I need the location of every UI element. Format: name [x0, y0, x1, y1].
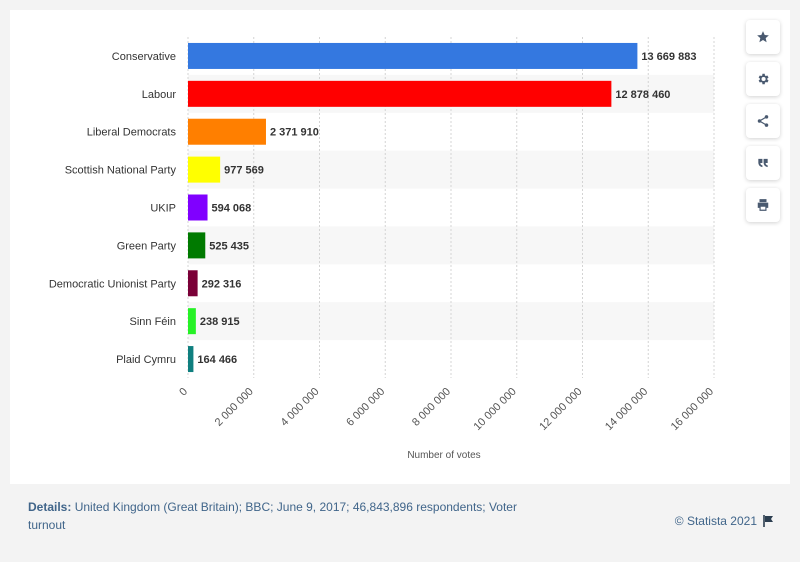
cite-button[interactable]	[746, 146, 780, 180]
chart-card: Conservative 13 669 883 Labour 12 878 460 Li…	[10, 10, 790, 484]
bar	[188, 42, 638, 69]
share-button[interactable]	[746, 104, 780, 138]
tick-label: 0	[177, 386, 190, 399]
bar-chart: Conservative 13 669 883 Labour 12 878 460 Li…	[49, 37, 716, 461]
category-label: Democratic Unionist Party	[49, 278, 177, 290]
category-label: Liberal Democrats	[87, 127, 177, 139]
tick-label: 8 000 000	[410, 386, 453, 429]
credit-text: © Statista 2021	[674, 514, 757, 528]
tick-label: 12 000 000	[537, 386, 584, 433]
bar	[188, 232, 206, 259]
print-button[interactable]	[746, 188, 780, 222]
details-text: United Kingdom (Great Britain); BBC; Jun…	[28, 500, 517, 532]
bar	[188, 346, 194, 373]
tick-label: 10 000 000	[471, 386, 518, 433]
flag-icon	[763, 515, 773, 527]
details-label: Details:	[28, 500, 72, 514]
bar	[188, 308, 196, 335]
bar	[188, 156, 221, 183]
tick-label: 4 000 000	[279, 386, 322, 429]
data-label: 525 435	[209, 240, 249, 252]
bar	[188, 118, 266, 145]
star-icon	[757, 31, 769, 43]
category-label: Plaid Cymru	[116, 354, 176, 366]
category-label: Green Party	[117, 240, 177, 252]
print-icon	[757, 199, 769, 211]
data-label: 977 569	[224, 165, 264, 177]
data-label: 12 878 460	[615, 89, 670, 101]
favorite-button[interactable]	[746, 20, 780, 54]
data-label: 13 669 883	[641, 51, 696, 63]
tick-label: 6 000 000	[344, 386, 387, 429]
bar	[188, 270, 198, 297]
category-label: UKIP	[150, 203, 176, 215]
data-label: 164 466	[197, 354, 237, 366]
share-icon	[757, 115, 769, 127]
bar	[188, 194, 208, 221]
settings-button[interactable]	[746, 62, 780, 96]
quote-icon	[758, 158, 768, 168]
category-label: Conservative	[112, 51, 176, 63]
data-label: 594 068	[212, 203, 252, 215]
statista-credit[interactable]: © Statista 2021	[675, 514, 774, 528]
category-label: Labour	[142, 89, 177, 101]
data-label: 292 316	[202, 278, 242, 290]
bar	[188, 80, 612, 107]
data-label: 2 371 910	[270, 127, 319, 139]
tick-label: 14 000 000	[603, 386, 650, 433]
source-details: Details: United Kingdom (Great Britain);…	[28, 498, 548, 534]
category-label: Scottish National Party	[65, 165, 177, 177]
tick-label: 16 000 000	[669, 386, 716, 433]
gear-icon	[758, 73, 769, 85]
tick-label: 2 000 000	[213, 386, 256, 429]
category-label: Sinn Féin	[130, 316, 176, 328]
data-label: 238 915	[200, 316, 240, 328]
x-axis-label: Number of votes	[407, 450, 480, 461]
